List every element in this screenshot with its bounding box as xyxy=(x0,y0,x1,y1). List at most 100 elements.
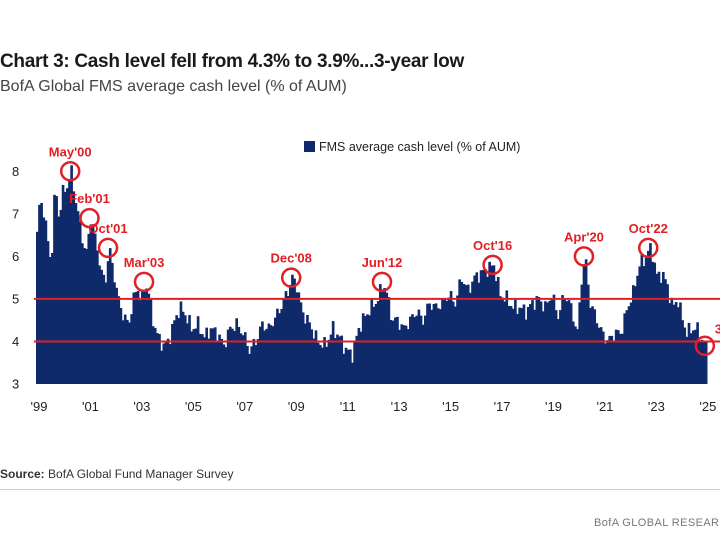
bar xyxy=(368,315,371,384)
annotation-circle xyxy=(280,267,302,288)
bar xyxy=(239,333,243,384)
bar xyxy=(265,328,269,384)
bar xyxy=(586,284,590,384)
bar xyxy=(286,296,290,384)
bar xyxy=(267,323,271,384)
bar xyxy=(57,216,61,384)
bar xyxy=(243,332,247,384)
bar xyxy=(85,248,88,384)
bar xyxy=(492,265,496,384)
bar xyxy=(153,327,157,384)
annotation-label: Mar'03 xyxy=(124,255,165,270)
bar xyxy=(499,296,502,384)
bar xyxy=(402,325,406,384)
bar xyxy=(636,275,639,384)
bar xyxy=(394,317,397,384)
bar xyxy=(426,303,429,384)
bar xyxy=(473,275,476,384)
bar xyxy=(134,292,138,384)
bar xyxy=(263,330,266,384)
bar xyxy=(582,264,586,384)
annotation-label: Dec'08 xyxy=(270,251,311,266)
bar xyxy=(340,335,344,384)
bar xyxy=(694,329,697,384)
bar xyxy=(503,301,506,384)
bar xyxy=(145,288,148,384)
bar xyxy=(599,327,603,384)
annotation-label: Feb'01 xyxy=(69,191,110,206)
bar xyxy=(222,344,226,384)
bar xyxy=(102,274,106,384)
bar xyxy=(207,338,211,384)
bar xyxy=(333,338,337,384)
bar xyxy=(61,185,65,384)
bar xyxy=(486,276,489,384)
bar xyxy=(372,306,376,384)
source-label: Source: xyxy=(0,467,45,481)
bar xyxy=(554,310,558,384)
bar xyxy=(147,293,151,384)
bar xyxy=(526,306,530,384)
bar xyxy=(237,326,241,384)
bar xyxy=(70,165,73,384)
bar xyxy=(584,259,588,384)
bar xyxy=(689,333,693,384)
bar xyxy=(432,303,436,384)
y-tick-label: 3 xyxy=(12,377,19,392)
y-tick-label: 6 xyxy=(12,249,19,264)
bar xyxy=(261,321,264,384)
bar xyxy=(552,294,556,384)
bar xyxy=(338,336,341,384)
bar xyxy=(391,320,395,384)
bar xyxy=(106,261,110,384)
bar xyxy=(578,302,582,384)
bar xyxy=(638,266,642,384)
y-tick-label: 7 xyxy=(12,206,19,221)
bar xyxy=(415,315,419,384)
bar xyxy=(606,340,609,384)
bar xyxy=(48,256,52,384)
bar xyxy=(428,303,431,384)
brand-label: BofA GLOBAL RESEARCH xyxy=(594,517,720,529)
bar xyxy=(310,329,314,384)
x-tick-label: '21 xyxy=(596,399,613,414)
annotation-circle xyxy=(133,271,155,293)
bar xyxy=(685,336,689,384)
bar xyxy=(246,345,249,384)
bar xyxy=(160,350,163,384)
annotations: May'00 Feb'01 Oct'01 Mar'03 Dec'08 Jun'12 Oct'… xyxy=(49,144,720,356)
bar xyxy=(406,329,410,384)
bar xyxy=(346,349,350,384)
bar xyxy=(516,313,519,384)
bar xyxy=(535,296,539,384)
bar xyxy=(203,337,206,384)
bar xyxy=(231,328,234,384)
annotation-label: Oct'01 xyxy=(88,221,127,236)
bar xyxy=(484,269,487,384)
bar xyxy=(464,285,468,384)
bar xyxy=(98,265,101,384)
bar xyxy=(619,333,622,384)
bar xyxy=(278,313,281,384)
bar xyxy=(325,346,329,384)
bar xyxy=(398,329,401,384)
bar xyxy=(509,306,513,384)
bar xyxy=(651,261,654,384)
bar xyxy=(143,289,146,384)
x-axis: '99 '01 '03 '05 '07 '09 '11 '13 '15 '17 '19 '21 '23 '… xyxy=(31,399,717,414)
bar xyxy=(38,204,41,384)
bar xyxy=(168,344,172,384)
bar xyxy=(130,314,133,384)
x-tick-label: '05 xyxy=(185,399,202,414)
bar xyxy=(248,353,251,384)
bar xyxy=(179,301,183,384)
bar xyxy=(188,315,191,384)
annotation-label: May'00 xyxy=(49,144,92,159)
bar xyxy=(250,346,254,384)
bar xyxy=(91,226,95,384)
bar xyxy=(115,287,118,384)
bar xyxy=(68,179,71,384)
bar xyxy=(696,322,699,384)
bar xyxy=(323,337,326,384)
bar xyxy=(318,344,322,384)
